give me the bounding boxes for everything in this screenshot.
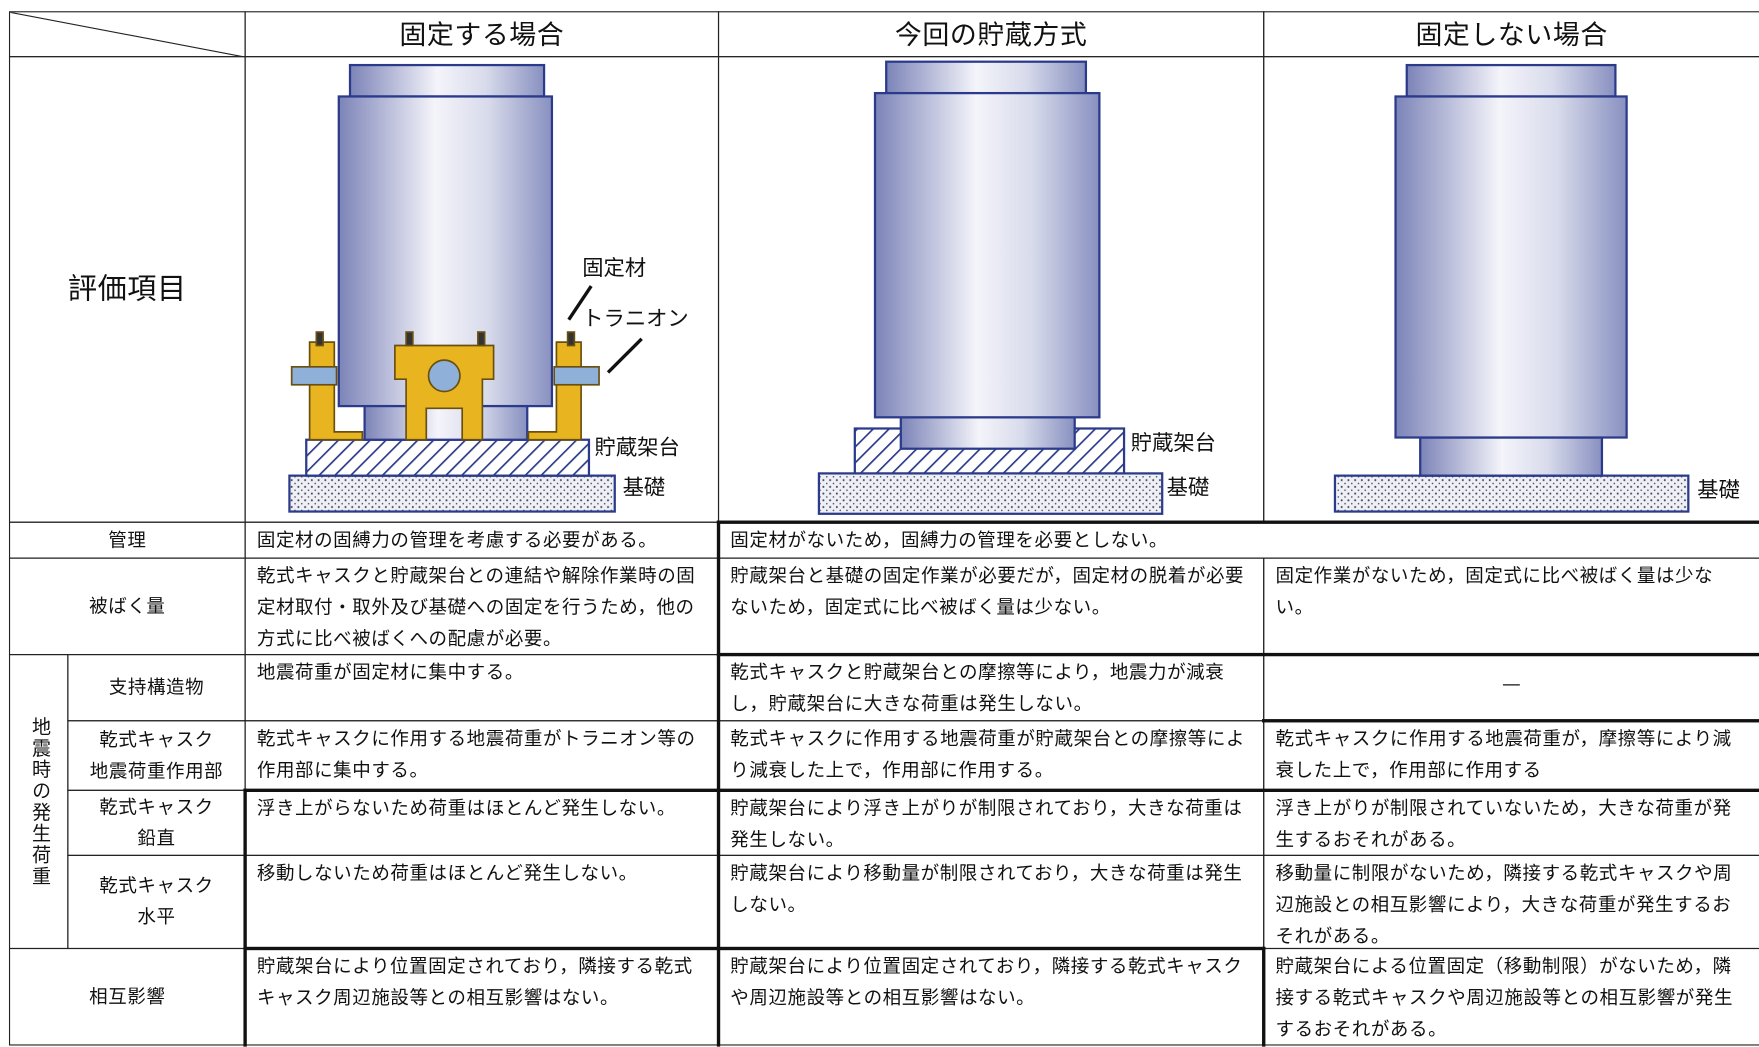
label-line: 乾式キャスク (99, 875, 214, 897)
cask-current (817, 60, 1164, 515)
heavy-rule (243, 788, 1759, 792)
figure-label: 基礎 (623, 476, 666, 501)
label-line: 管理 (108, 528, 147, 551)
label-line: 地震荷重作用部 (89, 760, 224, 782)
label-line: 乾式キャスク (99, 728, 214, 750)
heavy-rule (1262, 946, 1266, 1047)
heavy-rule (716, 652, 1759, 657)
label-line: 相互影響 (89, 985, 166, 1007)
figure-label: トラニオン (582, 306, 689, 331)
clamps (290, 331, 600, 441)
cask-unfixed (1333, 63, 1690, 513)
table-cell: 貯蔵架台による位置固定（移動制限）がないため，隣接する乾式キャスクや周辺施設等と… (1263, 947, 1759, 1046)
table-cell: 乾式キャスクに作用する地震荷重がトラニオン等の作用部に集中する。 (244, 720, 720, 791)
row-label: 乾式キャスク 地震荷重作用部 (67, 720, 246, 791)
heavy-rule (243, 946, 1266, 951)
table-cell: 乾式キャスクに作用する地震荷重が貯蔵架台との摩擦等により減衰した上で，作用部に作… (717, 720, 1265, 791)
figure-label: 貯蔵架台 (595, 435, 680, 460)
label-line: 乾式キャスク (99, 795, 214, 818)
cask-fixed (288, 63, 616, 513)
table-cell: 移動量に制限がないため，隣接する乾式キャスクや周辺施設との相互影響により，大きな… (1263, 854, 1759, 950)
figure-label: 固定材 (582, 256, 646, 281)
figure-label: 貯蔵架台 (1131, 431, 1216, 456)
label-line: 被ばく量 (89, 595, 166, 617)
figure-label: 基礎 (1167, 476, 1210, 501)
figure-label: 基礎 (1697, 478, 1740, 503)
label-line: 水平 (137, 906, 176, 928)
diagonal (10, 12, 243, 57)
label-line: 支持構造物 (108, 676, 205, 698)
heavy-rule (716, 520, 1759, 524)
column-header: 今回の貯蔵方式 (717, 11, 1265, 58)
heavy-rule (716, 520, 721, 1047)
table-cell: 貯蔵架台により位置固定されており，隣接する乾式キャスク周辺施設等との相互影響はな… (244, 947, 720, 1046)
arrows (567, 285, 643, 374)
table-cell: 乾式キャスクと貯蔵架台との連結や解除作業時の固定材取付・取外及び基礎への固定を行… (244, 557, 720, 656)
heavy-rule (243, 788, 247, 1047)
table-cell: 貯蔵架台と基礎の固定作業が必要だが，固定材の脱着が必要ないため，固定式に比べ被ば… (717, 557, 1265, 656)
label-line: 鉛直 (137, 827, 176, 849)
heavy-rule (1262, 719, 1759, 723)
